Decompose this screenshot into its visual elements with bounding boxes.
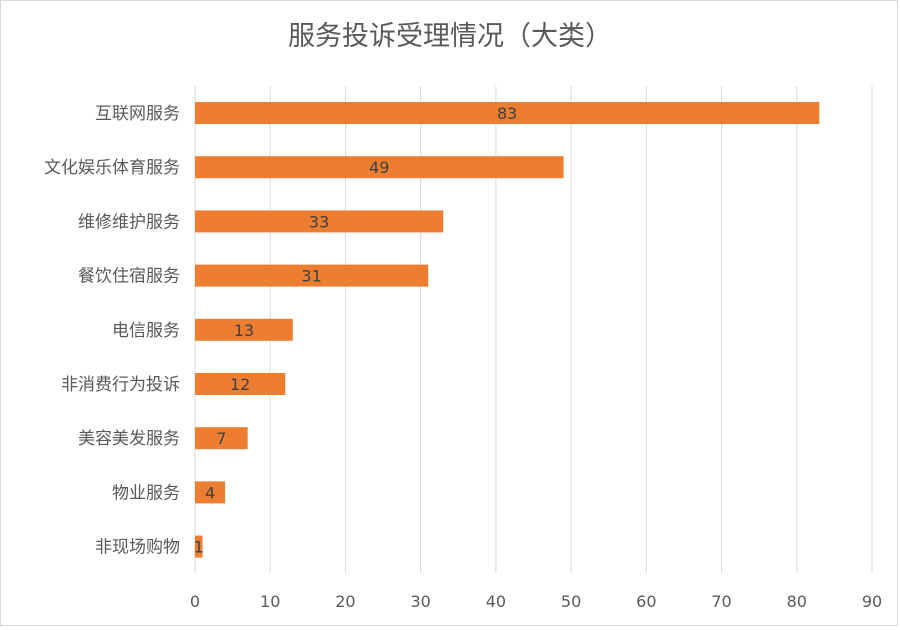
- x-tick-label: 80: [787, 592, 807, 611]
- bar: [195, 318, 293, 341]
- x-tick-label: 20: [335, 592, 355, 611]
- category-label: 非消费行为投诉: [61, 375, 180, 395]
- data-label: 31: [301, 267, 321, 286]
- bar: [195, 156, 564, 179]
- category-label: 电信服务: [112, 321, 180, 341]
- bar: [195, 264, 429, 287]
- category-label: 美容美发服务: [78, 429, 180, 449]
- x-tick-label: 70: [711, 592, 731, 611]
- bar: [195, 210, 444, 233]
- data-label: 49: [369, 158, 389, 177]
- bar: [195, 481, 226, 504]
- category-label: 非现场购物: [95, 538, 180, 558]
- data-label: 83: [497, 104, 517, 123]
- category-label: 餐饮住宿服务: [78, 267, 180, 287]
- data-label: 12: [230, 375, 250, 394]
- x-tick-label: 10: [260, 592, 280, 611]
- x-tick-label: 40: [486, 592, 506, 611]
- data-label: 13: [234, 321, 254, 340]
- x-tick-label: 50: [561, 592, 581, 611]
- bar: [195, 102, 820, 124]
- data-label: 7: [216, 429, 226, 448]
- data-label: 4: [205, 483, 215, 502]
- x-tick-label: 30: [410, 592, 430, 611]
- data-label: 33: [309, 212, 329, 231]
- category-label: 物业服务: [112, 483, 180, 503]
- data-label: 1: [194, 538, 204, 557]
- bar: [195, 373, 286, 395]
- x-tick-label: 90: [862, 592, 882, 611]
- x-tick-label: 0: [190, 592, 200, 611]
- chart-title: 服务投诉受理情况（大类）: [288, 21, 612, 52]
- x-tick-label: 60: [636, 592, 656, 611]
- bar: [195, 535, 203, 558]
- category-label: 互联网服务: [95, 104, 180, 124]
- bar: [195, 427, 248, 450]
- category-label: 文化娱乐体育服务: [44, 158, 180, 178]
- category-label: 维修维护服务: [78, 212, 180, 232]
